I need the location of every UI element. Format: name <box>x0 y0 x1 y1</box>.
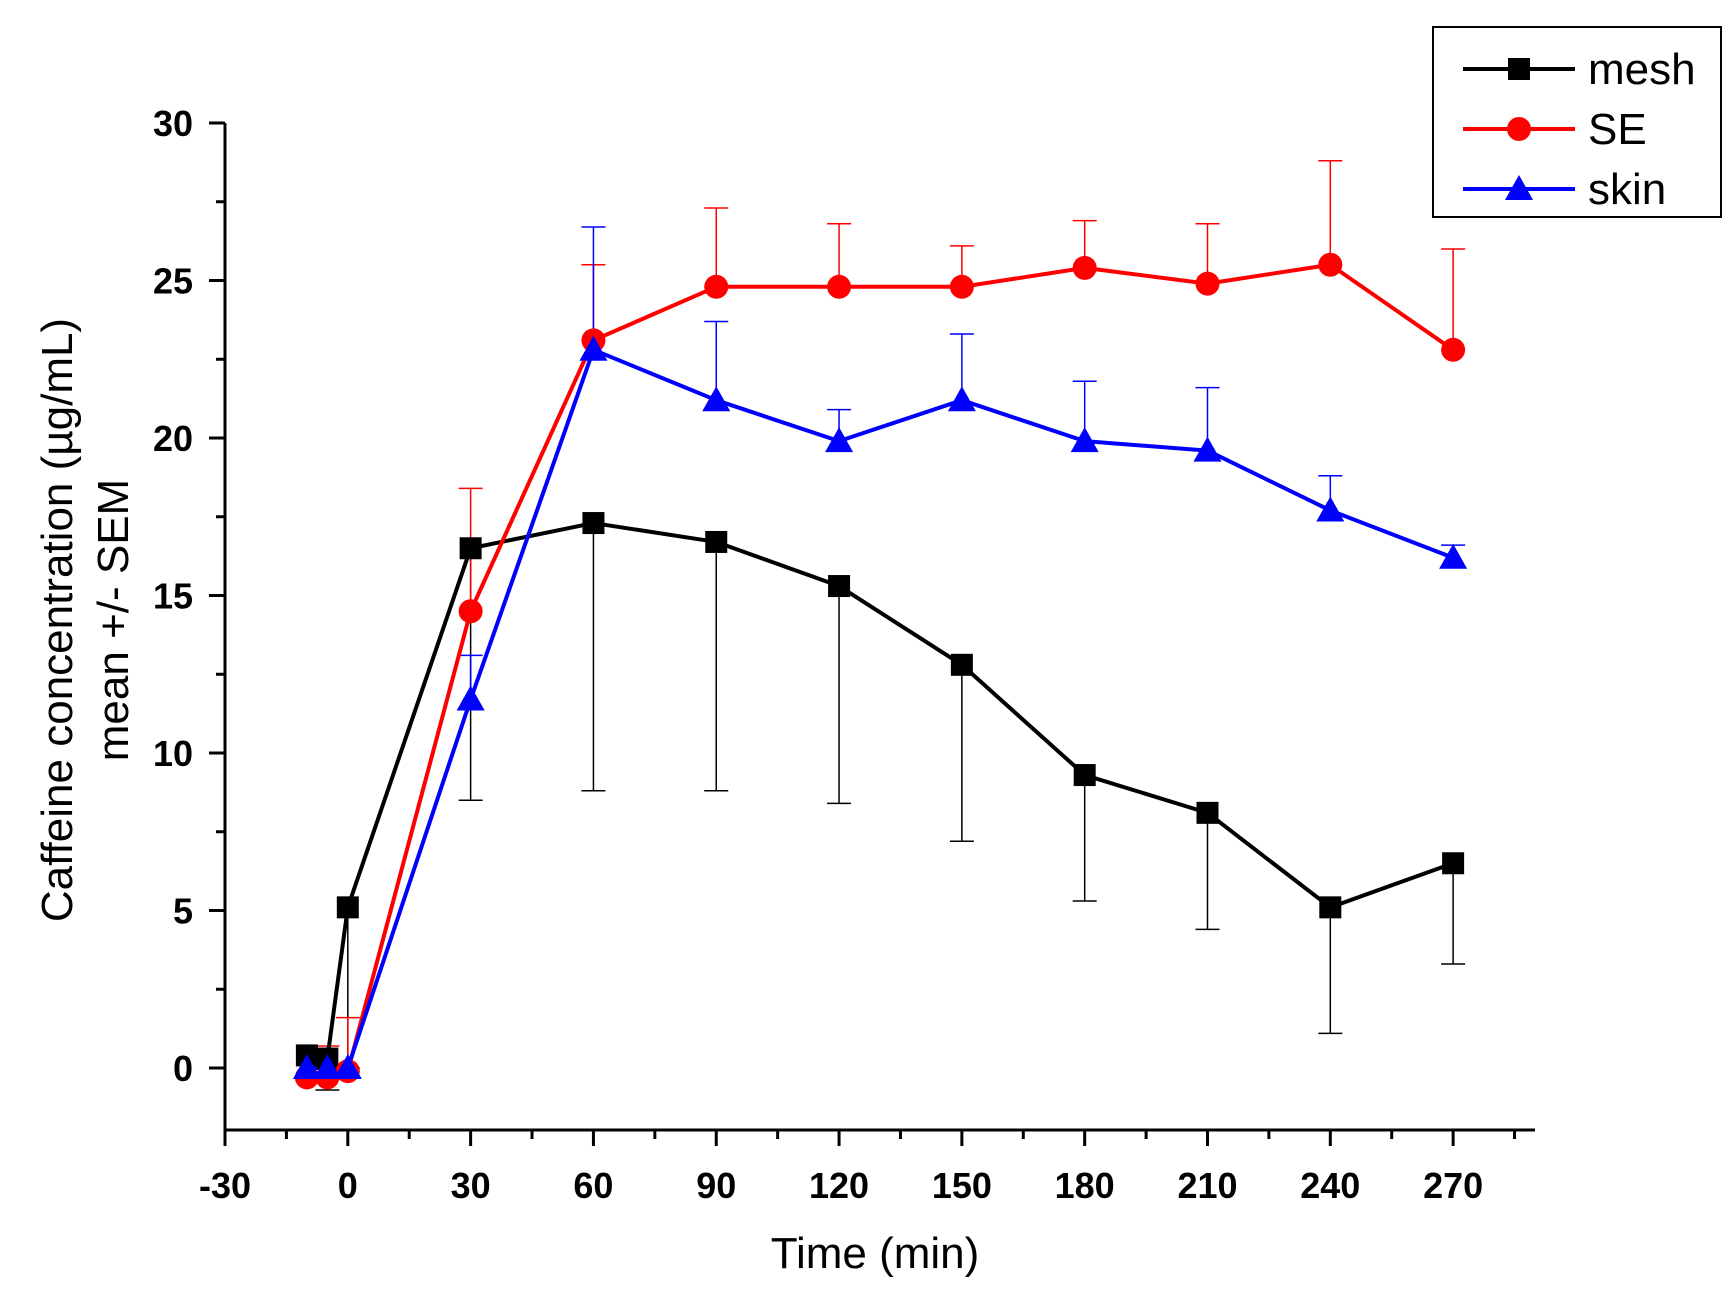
legend: mesh SE skin <box>1432 26 1722 218</box>
se-data-point <box>1072 255 1097 280</box>
mesh-data-point <box>459 537 482 560</box>
mesh-line <box>306 521 1454 1061</box>
mesh-data-point <box>705 530 728 553</box>
skin-data-point <box>1439 543 1468 569</box>
skin-data-point <box>333 1054 362 1079</box>
series-markers <box>292 252 1468 1090</box>
x-tick-label: 30 <box>451 1165 491 1206</box>
skin-data-point <box>1316 496 1345 522</box>
series-lines <box>306 262 1455 1080</box>
skin-data-point <box>456 685 485 711</box>
skin-data-point <box>292 1054 321 1079</box>
se-data-point <box>827 274 852 299</box>
y-tick-label: 20 <box>153 418 193 459</box>
y-axis-title-line-1: Caffeine concentration (µg/mL) <box>33 318 82 922</box>
mesh-data-point <box>1442 852 1465 875</box>
y-axis-title-line-2: mean +/- SEM <box>89 479 138 761</box>
skin-data-point <box>579 335 608 361</box>
y-tick-label: 30 <box>153 103 193 144</box>
y-tick-label: 25 <box>153 261 193 302</box>
error-bars <box>315 160 1466 1091</box>
y-tick-label: 0 <box>173 1048 193 1089</box>
x-tick-label: 90 <box>696 1165 736 1206</box>
x-tick-label: 240 <box>1300 1165 1360 1206</box>
skin-data-point <box>1070 427 1099 453</box>
y-tick-label: 15 <box>153 576 193 617</box>
y-tick-label: 10 <box>153 733 193 774</box>
skin-data-point <box>947 386 976 412</box>
se-data-point <box>458 599 483 624</box>
x-tick-label: 210 <box>1177 1165 1237 1206</box>
axes: -30 0 30 60 90 120 150 180 210 240 270 0 5 10 15 20 25 30 <box>153 103 1535 1206</box>
mesh-data-point <box>828 575 851 598</box>
mesh-data-point <box>1196 801 1219 824</box>
x-tick-label: 150 <box>932 1165 992 1206</box>
skin-data-point <box>702 386 731 412</box>
x-tick-label: 270 <box>1423 1165 1483 1206</box>
legend-skin-label: skin <box>1588 165 1666 214</box>
x-tick-label: 60 <box>573 1165 613 1206</box>
legend-mesh-label: mesh <box>1588 45 1696 94</box>
se-data-point <box>1318 252 1343 277</box>
legend-mesh-marker <box>1508 58 1530 80</box>
mesh-data-point <box>1073 764 1096 787</box>
se-data-point <box>949 274 974 299</box>
skin-data-point <box>1193 436 1222 462</box>
legend-se-label: SE <box>1588 105 1647 154</box>
mesh-data-point <box>950 653 973 676</box>
mesh-data-point <box>1319 896 1342 919</box>
x-tick-label: 0 <box>338 1165 358 1206</box>
x-tick-label: -30 <box>199 1165 251 1206</box>
x-tick-label: 180 <box>1055 1165 1115 1206</box>
mesh-data-point <box>336 896 359 919</box>
skin-data-point <box>825 427 854 453</box>
legend-se-marker <box>1507 117 1531 141</box>
se-data-point <box>1441 337 1466 362</box>
se-data-point <box>704 274 729 299</box>
mesh-data-point <box>582 512 605 535</box>
se-data-point <box>1195 271 1220 296</box>
legend-skin-marker <box>1505 175 1533 200</box>
skin-data-point <box>313 1054 342 1079</box>
legend-box <box>1432 26 1722 218</box>
y-tick-label: 5 <box>173 891 193 932</box>
x-tick-label: 120 <box>809 1165 869 1206</box>
x-axis-title: Time (min) <box>771 1229 980 1278</box>
